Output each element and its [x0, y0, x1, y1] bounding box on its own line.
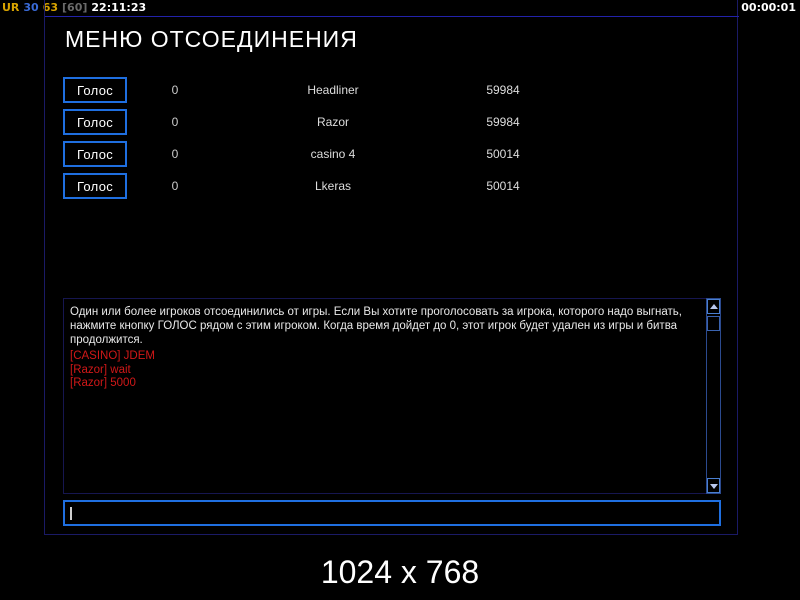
title-divider — [45, 16, 739, 17]
player-vote-list: Голос 0 Headliner 59984 Голос 0 Razor 59… — [63, 74, 723, 202]
table-row: Голос 0 casino 4 50014 — [63, 138, 723, 170]
hud-clock: 22:11:23 — [91, 1, 147, 14]
vote-button[interactable]: Голос — [63, 173, 127, 199]
vote-count: 0 — [171, 83, 179, 97]
triangle-up-icon — [709, 303, 718, 309]
table-row: Голос 0 Lkeras 50014 — [63, 170, 723, 202]
scroll-up-button[interactable] — [707, 299, 720, 314]
hud-status-bar: UR 30 63 [60] 22:11:23 00:00:01 — [0, 0, 800, 16]
table-row: Голос 0 Headliner 59984 — [63, 74, 723, 106]
text-caret — [70, 507, 72, 521]
player-id: 59984 — [486, 83, 520, 97]
vote-button[interactable]: Голос — [63, 109, 127, 135]
hud-armor-value: 30 — [23, 1, 39, 14]
chat-info-text: Один или более игроков отсоединились от … — [70, 306, 682, 346]
vote-button[interactable]: Голос — [63, 77, 127, 103]
chat-message: [CASINO] JDEM — [70, 350, 155, 362]
chat-message: [Razor] 5000 — [70, 377, 136, 389]
triangle-down-icon — [709, 483, 718, 489]
hud-health-value: 63 — [42, 1, 59, 14]
player-id: 50014 — [486, 179, 520, 193]
player-name: Razor — [316, 115, 349, 129]
chat-input-field[interactable] — [63, 500, 721, 526]
scroll-down-button[interactable] — [707, 478, 720, 493]
hud-weapon-label: UR — [2, 1, 20, 14]
hud-countdown-timer: 00:00:01 — [741, 1, 796, 14]
vote-count: 0 — [171, 115, 179, 129]
hud-health-max: [60] — [62, 1, 88, 14]
vote-count: 0 — [171, 179, 179, 193]
hud-stats: UR 30 63 [60] 22:11:23 — [2, 0, 150, 16]
chat-scrollbar[interactable] — [706, 298, 721, 494]
chat-log[interactable]: Один или более игроков отсоединились от … — [63, 298, 721, 494]
page-title: МЕНЮ ОТСОЕДИНЕНИЯ — [65, 26, 358, 52]
player-name: Lkeras — [314, 179, 352, 193]
vote-button[interactable]: Голос — [63, 141, 127, 167]
player-name: Headliner — [307, 83, 359, 97]
player-id: 50014 — [486, 147, 520, 161]
table-row: Голос 0 Razor 59984 — [63, 106, 723, 138]
chat-message: [Razor] wait — [70, 363, 131, 376]
player-name: casino 4 — [310, 147, 356, 161]
scrollbar-thumb[interactable] — [707, 316, 720, 331]
disconnect-menu-panel: МЕНЮ ОТСОЕДИНЕНИЯ Голос 0 Headliner 5998… — [44, 0, 739, 535]
resolution-caption: 1024 x 768 — [320, 554, 480, 590]
player-id: 59984 — [486, 115, 520, 129]
vote-count: 0 — [171, 147, 179, 161]
